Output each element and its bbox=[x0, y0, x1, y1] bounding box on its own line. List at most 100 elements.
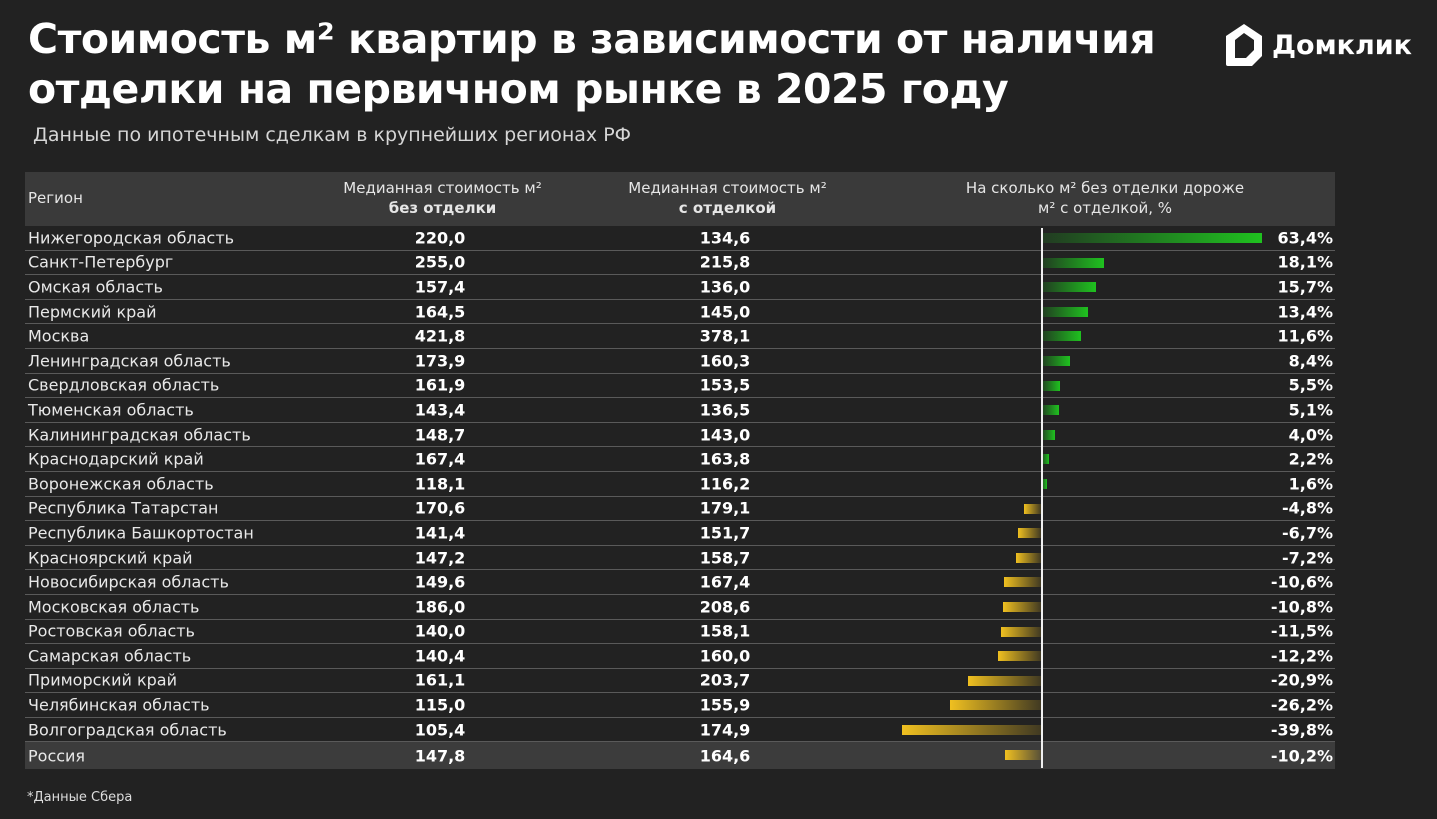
negative-bar bbox=[968, 675, 1041, 686]
diff-label: -10,6% bbox=[1270, 572, 1333, 592]
price-with-finish-cell: 174,9 bbox=[699, 720, 751, 740]
region-cell: Нижегородская область bbox=[28, 228, 235, 248]
diff-label: 8,4% bbox=[1288, 351, 1333, 371]
table-header: Регион Медианная стоимость м² без отделки… bbox=[25, 172, 1335, 226]
positive-bar bbox=[1041, 331, 1082, 342]
negative-bar bbox=[998, 651, 1041, 662]
price-with-finish-cell: 164,6 bbox=[699, 746, 751, 766]
negative-bar bbox=[1017, 528, 1041, 539]
price-without-finish-cell: 161,1 bbox=[414, 670, 466, 690]
positive-bar bbox=[1041, 454, 1049, 465]
table-row: Краснодарский край 167,4 163,8 2,2% bbox=[25, 447, 1335, 472]
negative-bar bbox=[949, 700, 1041, 711]
price-without-finish-cell: 173,9 bbox=[414, 351, 466, 371]
diff-label: -20,9% bbox=[1270, 670, 1333, 690]
table-row: Новосибирская область 149,6 167,4 -10,6% bbox=[25, 570, 1335, 595]
brand-name: Домклик bbox=[1272, 29, 1413, 61]
region-cell: Красноярский край bbox=[28, 548, 193, 568]
logo: Домклик bbox=[1224, 22, 1412, 68]
region-cell: Свердловская область bbox=[28, 375, 220, 395]
diff-label: -12,2% bbox=[1270, 646, 1333, 666]
positive-bar bbox=[1041, 233, 1263, 243]
price-without-finish-cell: 147,8 bbox=[414, 746, 466, 766]
diff-label: 2,2% bbox=[1288, 449, 1333, 469]
diff-label: 15,7% bbox=[1277, 277, 1333, 297]
diff-label: -10,2% bbox=[1270, 746, 1333, 766]
price-without-finish-cell: 167,4 bbox=[414, 449, 466, 469]
negative-bar bbox=[902, 724, 1041, 735]
table-row: Волгоградская область 105,4 174,9 -39,8% bbox=[25, 718, 1335, 743]
diff-label: 18,1% bbox=[1277, 252, 1333, 272]
region-cell: Москва bbox=[28, 326, 90, 346]
positive-bar bbox=[1041, 429, 1055, 440]
price-without-finish-cell: 164,5 bbox=[414, 302, 466, 322]
price-with-finish-cell: 203,7 bbox=[699, 670, 751, 690]
region-cell: Московская область bbox=[28, 597, 200, 617]
price-without-finish-cell: 115,0 bbox=[414, 695, 466, 715]
region-cell: Ростовская область bbox=[28, 621, 195, 641]
region-cell: Воронежская область bbox=[28, 474, 214, 494]
price-with-finish-cell: 215,8 bbox=[699, 252, 751, 272]
positive-bar bbox=[1041, 380, 1061, 391]
price-with-finish-cell: 155,9 bbox=[699, 695, 751, 715]
region-cell: Челябинская область bbox=[28, 695, 210, 715]
negative-bar bbox=[1015, 552, 1041, 563]
house-logo-icon bbox=[1226, 24, 1262, 66]
price-with-finish-cell: 160,3 bbox=[699, 351, 751, 371]
price-without-finish-cell: 140,4 bbox=[414, 646, 466, 666]
region-cell: Калининградская область bbox=[28, 425, 251, 445]
negative-bar bbox=[1005, 750, 1041, 761]
region-cell: Краснодарский край bbox=[28, 449, 204, 469]
price-without-finish-cell: 147,2 bbox=[414, 548, 466, 568]
price-without-finish-cell: 141,4 bbox=[414, 523, 466, 543]
price-without-finish-cell: 255,0 bbox=[414, 252, 466, 272]
price-with-finish-cell: 116,2 bbox=[699, 474, 751, 494]
price-with-finish-cell: 160,0 bbox=[699, 646, 751, 666]
price-with-finish-cell: 143,0 bbox=[699, 425, 751, 445]
total-row: Россия 147,8 164,6 -10,2% bbox=[25, 742, 1335, 770]
price-without-finish-cell: 148,7 bbox=[414, 425, 466, 445]
price-with-finish-cell: 153,5 bbox=[699, 375, 751, 395]
region-cell: Новосибирская область bbox=[28, 572, 229, 592]
price-without-finish-cell: 186,0 bbox=[414, 597, 466, 617]
table-row: Московская область 186,0 208,6 -10,8% bbox=[25, 595, 1335, 620]
price-with-finish-cell: 378,1 bbox=[699, 326, 751, 346]
table-row: Республика Башкортостан 141,4 151,7 -6,7% bbox=[25, 521, 1335, 546]
price-without-finish-cell: 157,4 bbox=[414, 277, 466, 297]
negative-bar bbox=[1004, 577, 1041, 588]
region-cell: Приморский край bbox=[28, 670, 177, 690]
price-with-finish-cell: 158,1 bbox=[699, 621, 751, 641]
table-row: Санкт-Петербург 255,0 215,8 18,1% bbox=[25, 251, 1335, 276]
diff-label: -4,8% bbox=[1281, 498, 1333, 518]
table-row: Калининградская область 148,7 143,0 4,0% bbox=[25, 423, 1335, 448]
positive-bar bbox=[1041, 257, 1105, 268]
region-cell: Волгоградская область bbox=[28, 720, 227, 740]
diff-label: 11,6% bbox=[1277, 326, 1333, 346]
positive-bar bbox=[1041, 405, 1059, 416]
region-cell: Тюменская область bbox=[28, 400, 194, 420]
price-with-finish-cell: 136,0 bbox=[699, 277, 751, 297]
price-with-finish-cell: 179,1 bbox=[699, 498, 751, 518]
negative-bar bbox=[1003, 601, 1041, 612]
price-with-finish-cell: 208,6 bbox=[699, 597, 751, 617]
header-with-finish: Медианная стоимость м² с отделкой bbox=[628, 179, 827, 217]
subtitle: Данные по ипотечным сделкам в крупнейших… bbox=[33, 124, 632, 146]
price-without-finish-cell: 118,1 bbox=[414, 474, 466, 494]
header-region: Регион bbox=[28, 189, 83, 207]
page-title: Стоимость м² квартир в зависимости от на… bbox=[28, 15, 1156, 113]
region-cell: Республика Татарстан bbox=[28, 498, 219, 518]
price-with-finish-cell: 145,0 bbox=[699, 302, 751, 322]
diff-label: -26,2% bbox=[1270, 695, 1333, 715]
diff-label: 1,6% bbox=[1288, 474, 1333, 494]
table-row: Омская область 157,4 136,0 15,7% bbox=[25, 275, 1335, 300]
region-cell: Ленинградская область bbox=[28, 351, 231, 371]
table-row: Ростовская область 140,0 158,1 -11,5% bbox=[25, 620, 1335, 645]
positive-bar bbox=[1041, 478, 1047, 489]
table-row: Красноярский край 147,2 158,7 -7,2% bbox=[25, 546, 1335, 571]
table-row: Пермский край 164,5 145,0 13,4% bbox=[25, 300, 1335, 325]
table-row: Челябинская область 115,0 155,9 -26,2% bbox=[25, 693, 1335, 718]
diff-label: 5,5% bbox=[1288, 375, 1333, 395]
diff-label: 5,1% bbox=[1288, 400, 1333, 420]
price-with-finish-cell: 167,4 bbox=[699, 572, 751, 592]
region-cell: Омская область bbox=[28, 277, 163, 297]
